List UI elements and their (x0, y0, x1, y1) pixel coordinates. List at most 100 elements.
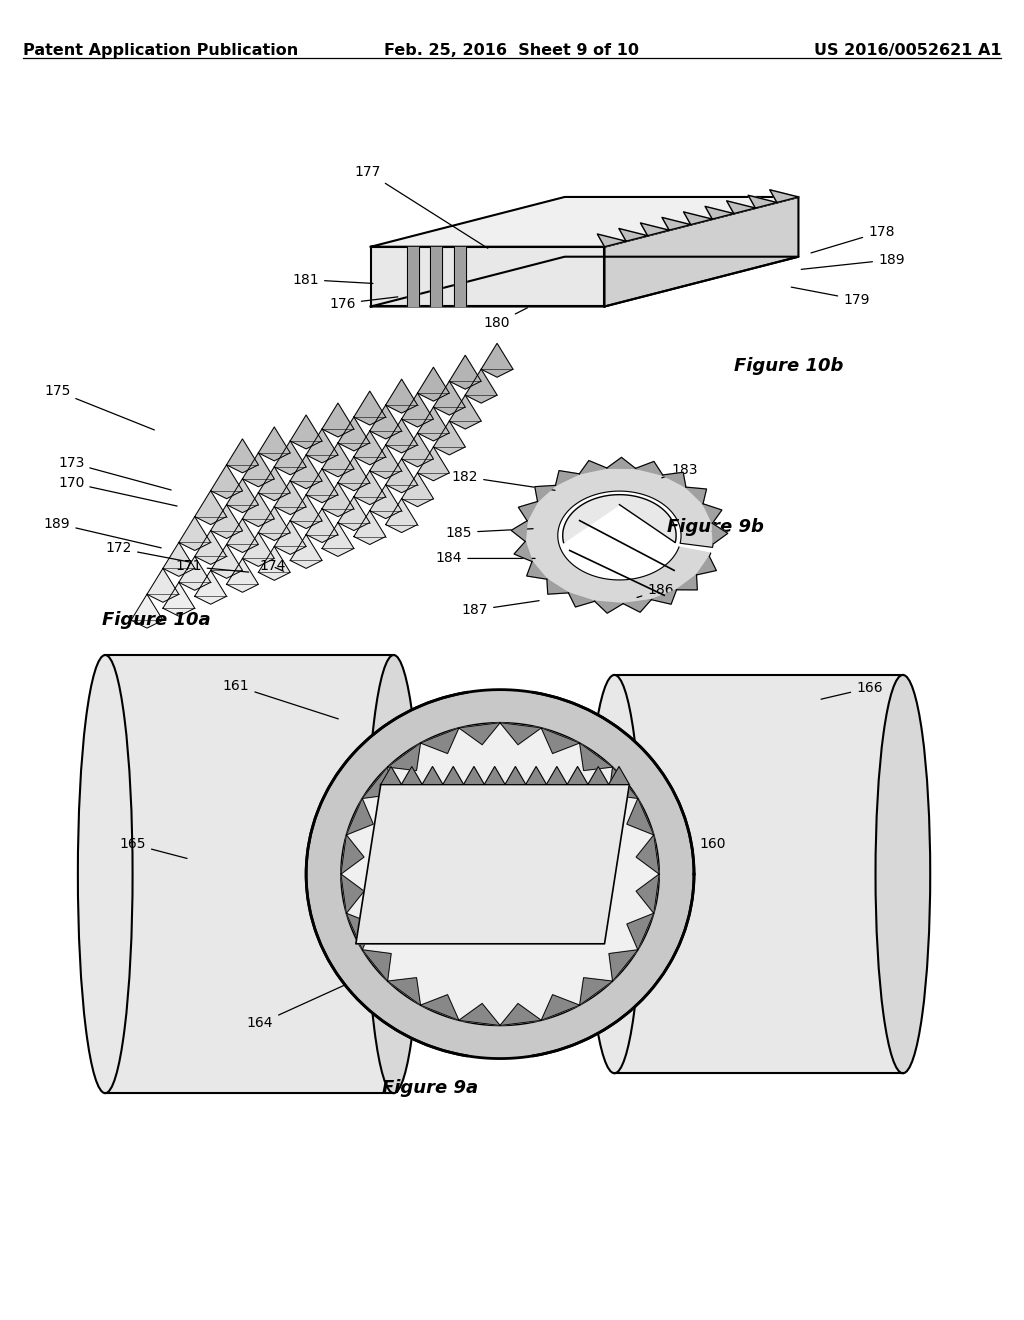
Ellipse shape (78, 655, 132, 1093)
Polygon shape (290, 414, 322, 449)
Polygon shape (442, 767, 464, 784)
Polygon shape (322, 483, 354, 516)
Text: 165: 165 (120, 837, 187, 858)
Polygon shape (195, 531, 226, 565)
Text: 189: 189 (801, 252, 904, 269)
Polygon shape (555, 471, 580, 486)
Polygon shape (636, 874, 659, 913)
Polygon shape (608, 767, 630, 784)
Polygon shape (290, 495, 322, 528)
Polygon shape (322, 403, 354, 437)
Polygon shape (636, 836, 659, 874)
Text: 178: 178 (811, 224, 895, 253)
Polygon shape (418, 367, 450, 401)
Polygon shape (636, 462, 663, 475)
Text: US 2016/0052621 A1: US 2016/0052621 A1 (814, 42, 1001, 58)
Polygon shape (258, 507, 290, 540)
Polygon shape (627, 913, 653, 950)
Polygon shape (535, 486, 555, 502)
Polygon shape (450, 355, 481, 389)
Text: 182: 182 (452, 470, 555, 490)
Polygon shape (588, 767, 608, 784)
Polygon shape (580, 978, 612, 1005)
Polygon shape (341, 874, 364, 913)
Polygon shape (663, 473, 686, 487)
Polygon shape (346, 799, 374, 836)
Polygon shape (609, 767, 638, 799)
Polygon shape (514, 541, 532, 561)
Polygon shape (258, 426, 290, 461)
Polygon shape (563, 495, 676, 543)
Polygon shape (618, 228, 647, 242)
Polygon shape (542, 995, 580, 1020)
Text: Figure 10a: Figure 10a (102, 611, 211, 630)
Polygon shape (387, 743, 421, 771)
Polygon shape (290, 535, 322, 569)
Text: Figure 10b: Figure 10b (734, 358, 843, 375)
Polygon shape (401, 767, 422, 784)
Polygon shape (511, 521, 527, 541)
Polygon shape (381, 767, 401, 784)
Polygon shape (401, 393, 433, 426)
Polygon shape (547, 767, 567, 784)
Polygon shape (418, 407, 450, 441)
Polygon shape (211, 504, 243, 539)
Text: 164: 164 (247, 979, 356, 1031)
Polygon shape (306, 469, 338, 503)
Text: 189: 189 (44, 516, 161, 548)
Polygon shape (370, 445, 401, 479)
Polygon shape (179, 557, 211, 590)
Polygon shape (407, 247, 419, 306)
Polygon shape (371, 197, 799, 247)
Text: 184: 184 (436, 552, 536, 565)
Text: Figure 9a: Figure 9a (382, 1080, 478, 1097)
Text: Feb. 25, 2016  Sheet 9 of 10: Feb. 25, 2016 Sheet 9 of 10 (384, 42, 640, 58)
Text: 181: 181 (293, 273, 373, 286)
Polygon shape (243, 492, 274, 527)
Polygon shape (338, 457, 370, 491)
Polygon shape (163, 582, 195, 616)
Polygon shape (421, 995, 459, 1020)
Polygon shape (597, 234, 626, 247)
Text: 186: 186 (637, 583, 674, 598)
Polygon shape (422, 767, 442, 784)
Polygon shape (341, 836, 364, 874)
Polygon shape (338, 417, 370, 451)
Polygon shape (547, 579, 568, 594)
Polygon shape (306, 508, 338, 543)
Ellipse shape (367, 655, 421, 1093)
Polygon shape (696, 557, 717, 576)
Polygon shape (322, 523, 354, 557)
Polygon shape (481, 343, 513, 378)
Text: 166: 166 (821, 681, 883, 700)
Text: 162: 162 (462, 921, 499, 966)
Polygon shape (274, 480, 306, 515)
Polygon shape (386, 459, 418, 492)
Polygon shape (568, 593, 595, 607)
Polygon shape (464, 767, 484, 784)
Polygon shape (500, 1003, 542, 1026)
Polygon shape (604, 197, 799, 306)
Polygon shape (651, 590, 677, 605)
Polygon shape (500, 723, 542, 744)
Polygon shape (749, 195, 777, 209)
Polygon shape (727, 201, 756, 214)
Polygon shape (433, 381, 465, 414)
Polygon shape (465, 370, 497, 403)
Polygon shape (370, 484, 401, 519)
Text: 171: 171 (175, 560, 249, 573)
Polygon shape (386, 499, 418, 532)
Polygon shape (624, 599, 651, 612)
Ellipse shape (876, 675, 930, 1073)
Polygon shape (525, 467, 714, 603)
Polygon shape (243, 532, 274, 566)
Polygon shape (387, 978, 421, 1005)
Ellipse shape (587, 675, 642, 1073)
Text: 176: 176 (330, 297, 398, 310)
Polygon shape (105, 655, 393, 1093)
Polygon shape (454, 247, 466, 306)
Polygon shape (421, 727, 459, 754)
Polygon shape (433, 421, 465, 455)
Polygon shape (211, 465, 243, 499)
Polygon shape (609, 950, 638, 981)
